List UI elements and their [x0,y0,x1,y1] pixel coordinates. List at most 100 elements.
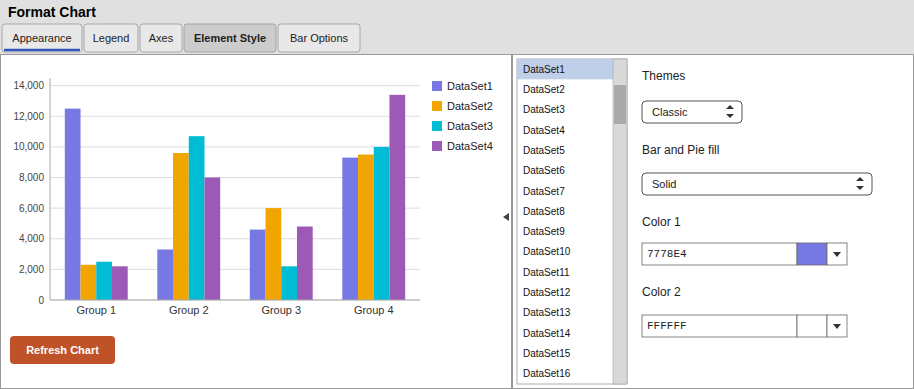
ui-text[interactable]: DataSet9 [523,226,565,237]
legend-swatch [432,141,442,151]
ui-text: Color 1 [642,215,681,229]
x-tick-label: Group 3 [261,304,301,316]
dropdown-arrow [856,177,864,190]
bar [250,230,266,300]
x-axis [50,300,420,301]
ui-text: Bar Options [290,32,349,44]
legend-swatch [432,101,442,111]
dropdown[interactable] [642,173,872,195]
color-swatch [797,315,827,337]
tab[interactable] [2,24,82,52]
ui-text[interactable]: DataSet14 [523,328,571,339]
bar [65,109,81,300]
ui-text: Classic [652,106,688,118]
y-axis [50,78,51,300]
legend-label: DataSet2 [447,100,493,112]
ui-text[interactable]: DataSet5 [523,145,565,156]
ui-text: FFFFFF [647,320,687,332]
y-tick-label: 0 [38,295,44,306]
ui-text: Element Style [194,32,266,44]
ui-text[interactable]: DataSet3 [523,104,565,115]
background [0,0,914,389]
y-tick-label: 12,000 [13,111,44,122]
legend-swatch [432,121,442,131]
ui-text[interactable]: DataSet8 [523,206,565,217]
ui-text: Appearance [12,32,71,44]
list-selection [517,59,613,79]
ui-text: Color 2 [642,285,681,299]
list-box [517,59,627,384]
color-button[interactable] [827,243,847,265]
bar [157,249,173,300]
chart: 02,0004,0006,0008,00010,00012,00014,000G… [13,78,420,316]
bar [81,265,97,300]
ui-text[interactable]: DataSet1 [523,64,565,75]
collapse-arrow[interactable] [503,213,509,221]
ui-text[interactable]: DataSet15 [523,348,571,359]
left-panel [1,55,512,389]
grid-line [50,85,420,86]
ui-text[interactable]: DataSet12 [523,287,571,298]
grid-line [50,146,420,147]
legend-swatch [432,81,442,91]
ui-text[interactable]: DataSet13 [523,307,571,318]
ui-text[interactable]: DataSet10 [523,246,571,257]
legend-label: DataSet3 [447,120,493,132]
ui-text[interactable]: DataSet2 [523,84,565,95]
bar [358,155,374,300]
ui-text: Themes [642,69,685,83]
legend-label: DataSet1 [447,80,493,92]
text-input[interactable] [642,315,797,337]
ui-text: Axes [149,32,174,44]
tab[interactable] [140,24,182,52]
ui-text[interactable]: DataSet16 [523,368,571,379]
bar [342,158,358,300]
right-panel [513,55,914,389]
legend-label: DataSet4 [447,140,493,152]
tab[interactable] [184,24,276,52]
ui-text[interactable]: DataSet4 [523,125,565,136]
bar [281,266,297,300]
y-tick-label: 6,000 [19,203,44,214]
bar [266,208,282,300]
legend: DataSet1 DataSet2 DataSet3 DataSet4 [432,80,493,152]
ui-text[interactable]: DataSet11 [523,267,570,278]
button[interactable] [10,336,115,364]
x-tick-label: Group 4 [354,304,394,316]
bar [96,262,112,300]
text-input[interactable] [642,243,797,265]
tab[interactable] [84,24,138,52]
ui-text: 7778E4 [647,248,687,260]
bars [65,95,405,300]
ui-text: Refresh Chart [26,344,99,356]
title: Format Chart [8,4,96,20]
ui-text[interactable]: DataSet6 [523,165,565,176]
tab[interactable] [278,24,360,52]
x-tick-label: Group 1 [76,304,116,316]
color-arrow [833,324,841,329]
x-tick-label: Group 2 [169,304,209,316]
ui-text: Solid [652,178,676,190]
color-arrow [833,252,841,257]
bar [112,266,128,300]
y-tick-label: 8,000 [19,172,44,183]
dropdown-arrow [726,105,734,118]
bar [297,227,313,300]
ui-text: Legend [93,32,130,44]
y-tick-label: 4,000 [19,233,44,244]
ui-text: Bar and Pie fill [642,143,719,157]
tab-underline [4,49,80,52]
bar [189,136,205,300]
bar [374,147,390,300]
scrollbar-thumb[interactable] [614,85,626,124]
grid-line [50,116,420,117]
color-button[interactable] [827,315,847,337]
bar [173,153,189,300]
dropdown[interactable] [642,101,742,123]
y-tick-label: 10,000 [13,141,44,152]
ui-text[interactable]: DataSet7 [523,186,565,197]
bar [389,95,405,300]
color-swatch [797,243,827,265]
y-tick-label: 2,000 [19,264,44,275]
bar [204,178,220,300]
